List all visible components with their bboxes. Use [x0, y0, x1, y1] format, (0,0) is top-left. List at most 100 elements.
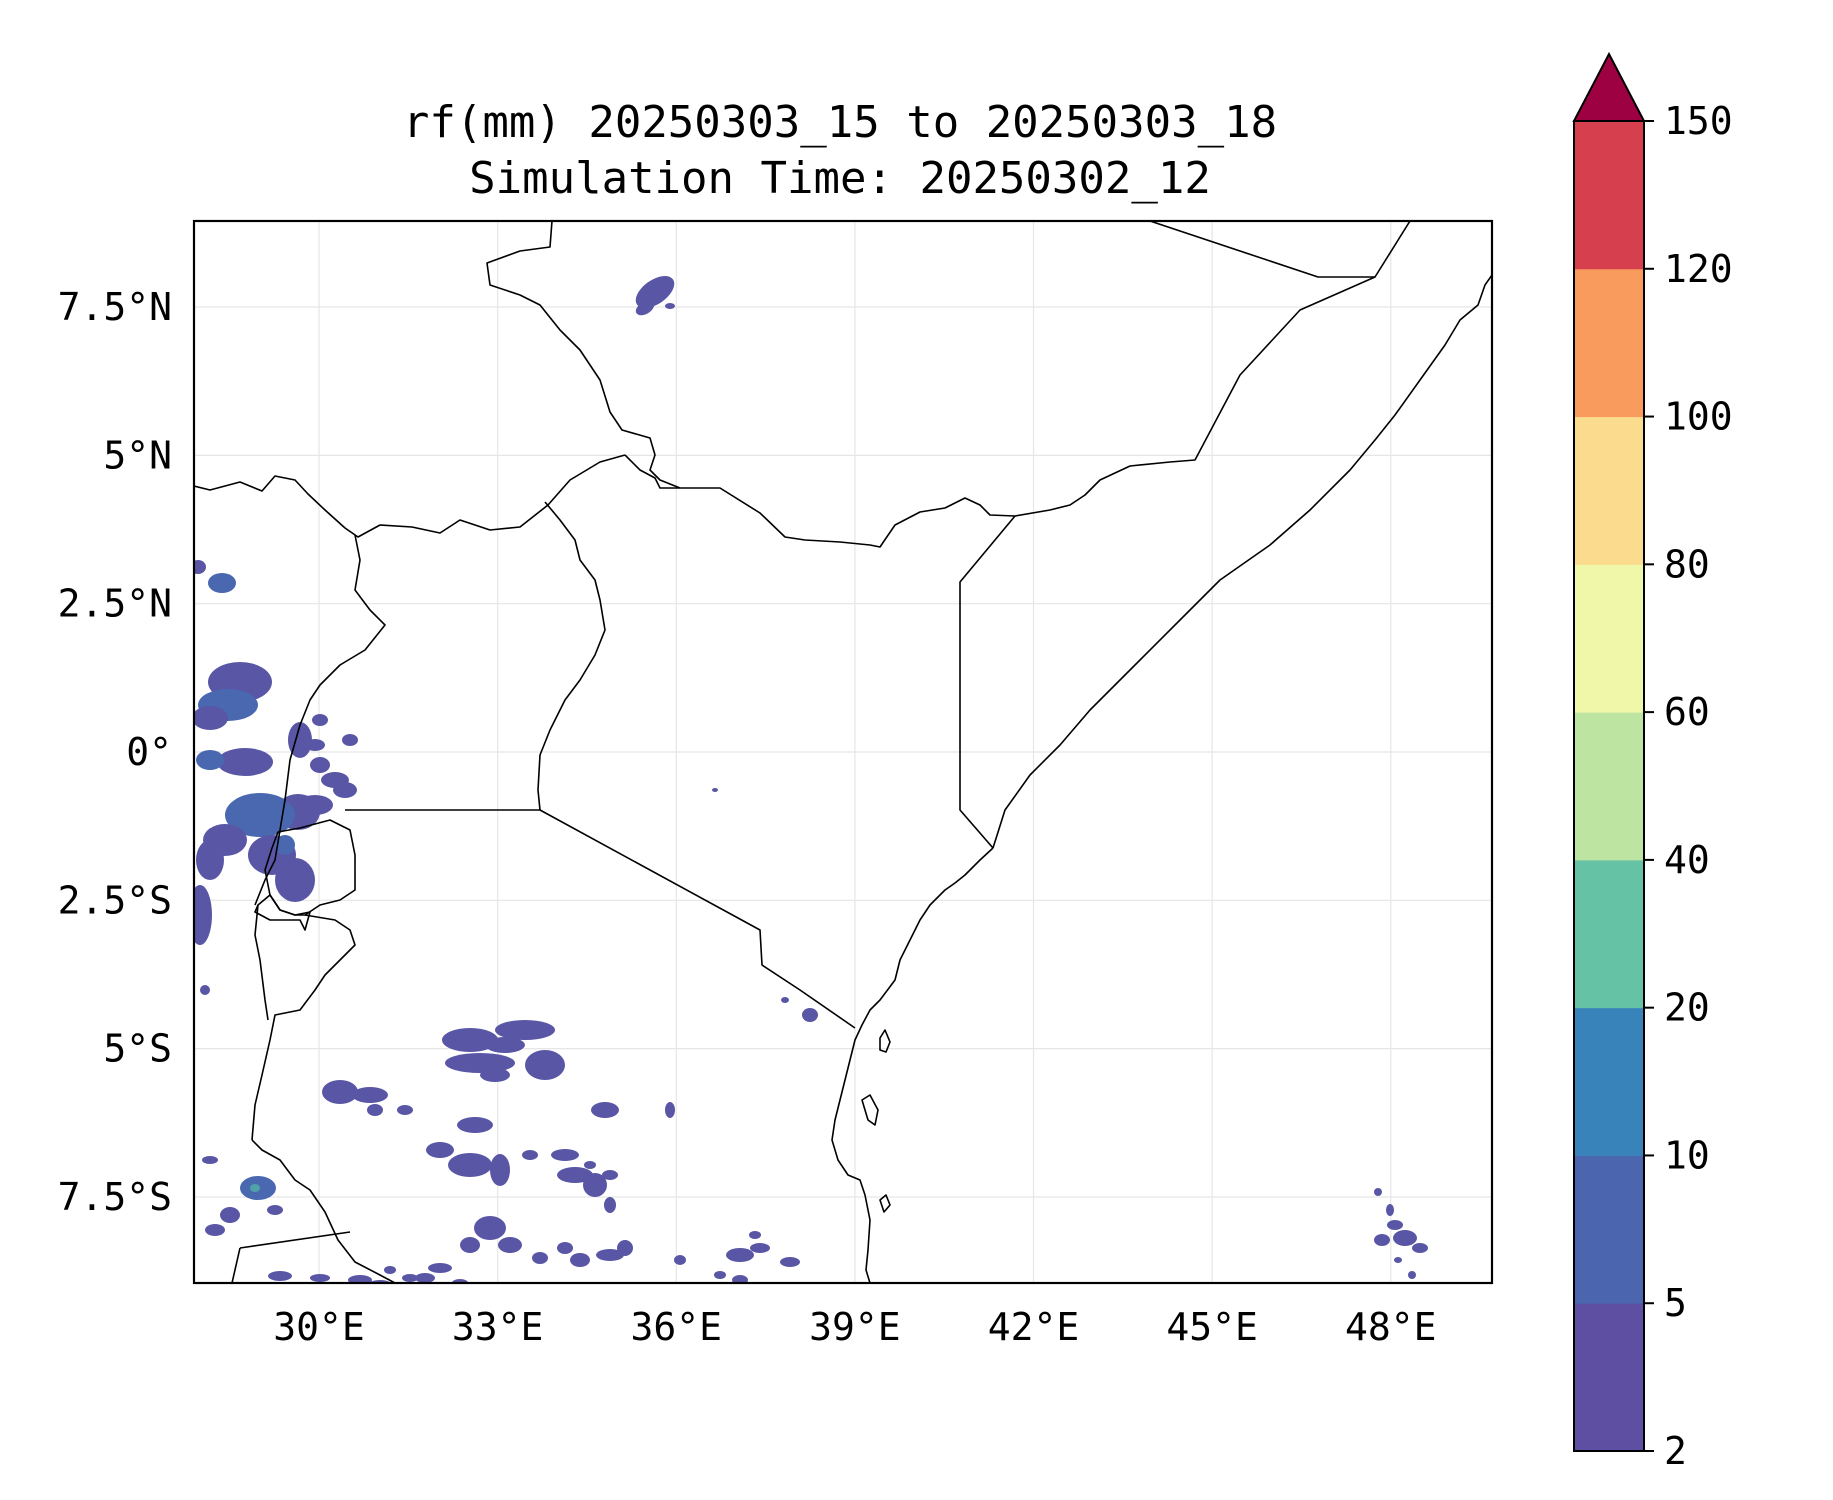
uganda-kenya-border — [537, 501, 606, 811]
rain-cell — [781, 997, 789, 1003]
colorbar-segment — [1574, 564, 1644, 713]
colorbar-segment — [1574, 859, 1644, 1009]
rain-cell — [557, 1167, 593, 1183]
rain-cell — [322, 1080, 358, 1104]
country-borders — [194, 221, 1492, 1283]
kenya-ethiopia-border — [624, 221, 1411, 548]
uganda-drc-border — [254, 534, 386, 906]
rain-cell — [220, 1207, 240, 1223]
rain-cell — [604, 1197, 616, 1213]
rain-cell — [457, 1117, 493, 1133]
rain-cell — [305, 739, 325, 751]
y-tick-label: 7.5°N — [58, 285, 172, 329]
rain-cell — [570, 1253, 590, 1267]
rain-cell — [402, 1274, 418, 1282]
rain-cell — [194, 560, 206, 574]
rain-cell — [557, 1242, 573, 1254]
colorbar-tick-label: 5 — [1664, 1281, 1687, 1325]
rain-cell — [352, 1087, 388, 1103]
rain-cell — [1412, 1243, 1428, 1253]
rain-cell — [665, 303, 675, 309]
latitude-ticks: 7.5°N 5°N 2.5°N 0° 2.5°S 5°S 7.5°S — [58, 285, 172, 1219]
rain-cell — [714, 1271, 726, 1279]
north-border-ss-uganda — [194, 454, 626, 538]
colorbar-segment — [1574, 268, 1644, 418]
rain-cell — [591, 1102, 619, 1118]
rain-cell — [498, 1237, 522, 1253]
colorbar-tick-label: 10 — [1664, 1133, 1710, 1177]
rain-cell — [726, 1248, 754, 1262]
rain-cell — [217, 748, 273, 776]
rain-cell — [367, 1104, 383, 1116]
south-sudan-ethiopia-border — [486, 221, 681, 489]
rain-cell — [196, 750, 224, 770]
rainfall-contours — [194, 276, 1428, 1283]
rain-cell — [750, 1243, 770, 1253]
rain-cell — [267, 1205, 283, 1215]
colorbar-tick-label: 40 — [1664, 838, 1710, 882]
rain-cell — [674, 1255, 686, 1265]
rain-cell — [288, 722, 312, 758]
tanzania-west-border — [251, 914, 356, 1141]
x-tick-label: 36°E — [631, 1305, 723, 1349]
rain-cell — [250, 1184, 260, 1192]
rain-cell — [583, 1173, 607, 1197]
y-tick-label: 2.5°S — [58, 878, 172, 922]
map-gridlines — [194, 221, 1492, 1283]
colorbar-tick-label: 150 — [1664, 99, 1733, 143]
rain-cell — [460, 1237, 480, 1253]
burundi-outline — [254, 894, 311, 931]
pemba-island — [861, 1094, 879, 1126]
rain-cell — [310, 1274, 330, 1282]
rain-cell — [665, 1102, 675, 1118]
rain-cell — [1374, 1234, 1390, 1246]
rain-cell — [448, 1153, 492, 1177]
rain-cell — [490, 1154, 510, 1186]
rain-cell — [1374, 1188, 1382, 1196]
rain-cell — [532, 1252, 548, 1264]
rain-cell — [551, 1149, 579, 1161]
x-tick-label: 45°E — [1166, 1305, 1258, 1349]
colorbar-segment — [1574, 121, 1644, 270]
rain-cell — [596, 1249, 624, 1261]
rain-cell — [635, 276, 675, 308]
colorbar-tick-label: 60 — [1664, 690, 1710, 734]
rain-cell — [780, 1257, 800, 1267]
mafia-island — [879, 1194, 891, 1213]
colorbar-extend-arrow — [1572, 51, 1646, 122]
rain-cell — [275, 835, 295, 855]
y-tick-label: 5°N — [103, 433, 172, 477]
zambia-border — [239, 1231, 351, 1249]
rwanda-outline — [264, 819, 356, 916]
rain-cell — [474, 1216, 506, 1240]
rain-cell — [202, 1156, 218, 1164]
y-tick-label: 2.5°N — [58, 582, 172, 626]
rain-cell — [268, 1271, 292, 1281]
lake-edge-southwest — [231, 1247, 241, 1283]
rain-cell — [426, 1142, 454, 1158]
y-tick-label: 0° — [126, 730, 172, 774]
rain-cell — [749, 1231, 761, 1239]
rain-cell — [1386, 1204, 1394, 1216]
kenya-coast — [831, 847, 994, 1283]
map-title-line1: rf(mm) 20250303_15 to 20250303_18 — [403, 97, 1277, 148]
rain-cell — [712, 788, 718, 792]
colorbar-segment — [1574, 712, 1644, 861]
colorbar-segment — [1574, 1155, 1644, 1304]
rain-cell — [384, 1266, 396, 1274]
rain-cell — [333, 782, 357, 798]
rain-cell — [1408, 1271, 1416, 1279]
zanzibar-island — [879, 1029, 891, 1053]
colorbar-tick-label: 80 — [1664, 542, 1710, 586]
colorbar-tick-label: 20 — [1664, 986, 1710, 1030]
x-tick-label: 39°E — [809, 1305, 901, 1349]
rain-cell — [1394, 1257, 1402, 1263]
rain-cell — [225, 793, 295, 837]
colorbar: 2 5 10 20 40 60 80 100 120 150 — [1572, 51, 1733, 1473]
rain-cell — [275, 858, 315, 902]
rain-cell — [194, 885, 212, 945]
colorbar-tick-label: 100 — [1664, 395, 1733, 439]
rain-cell — [522, 1150, 538, 1160]
x-tick-label: 30°E — [273, 1305, 365, 1349]
